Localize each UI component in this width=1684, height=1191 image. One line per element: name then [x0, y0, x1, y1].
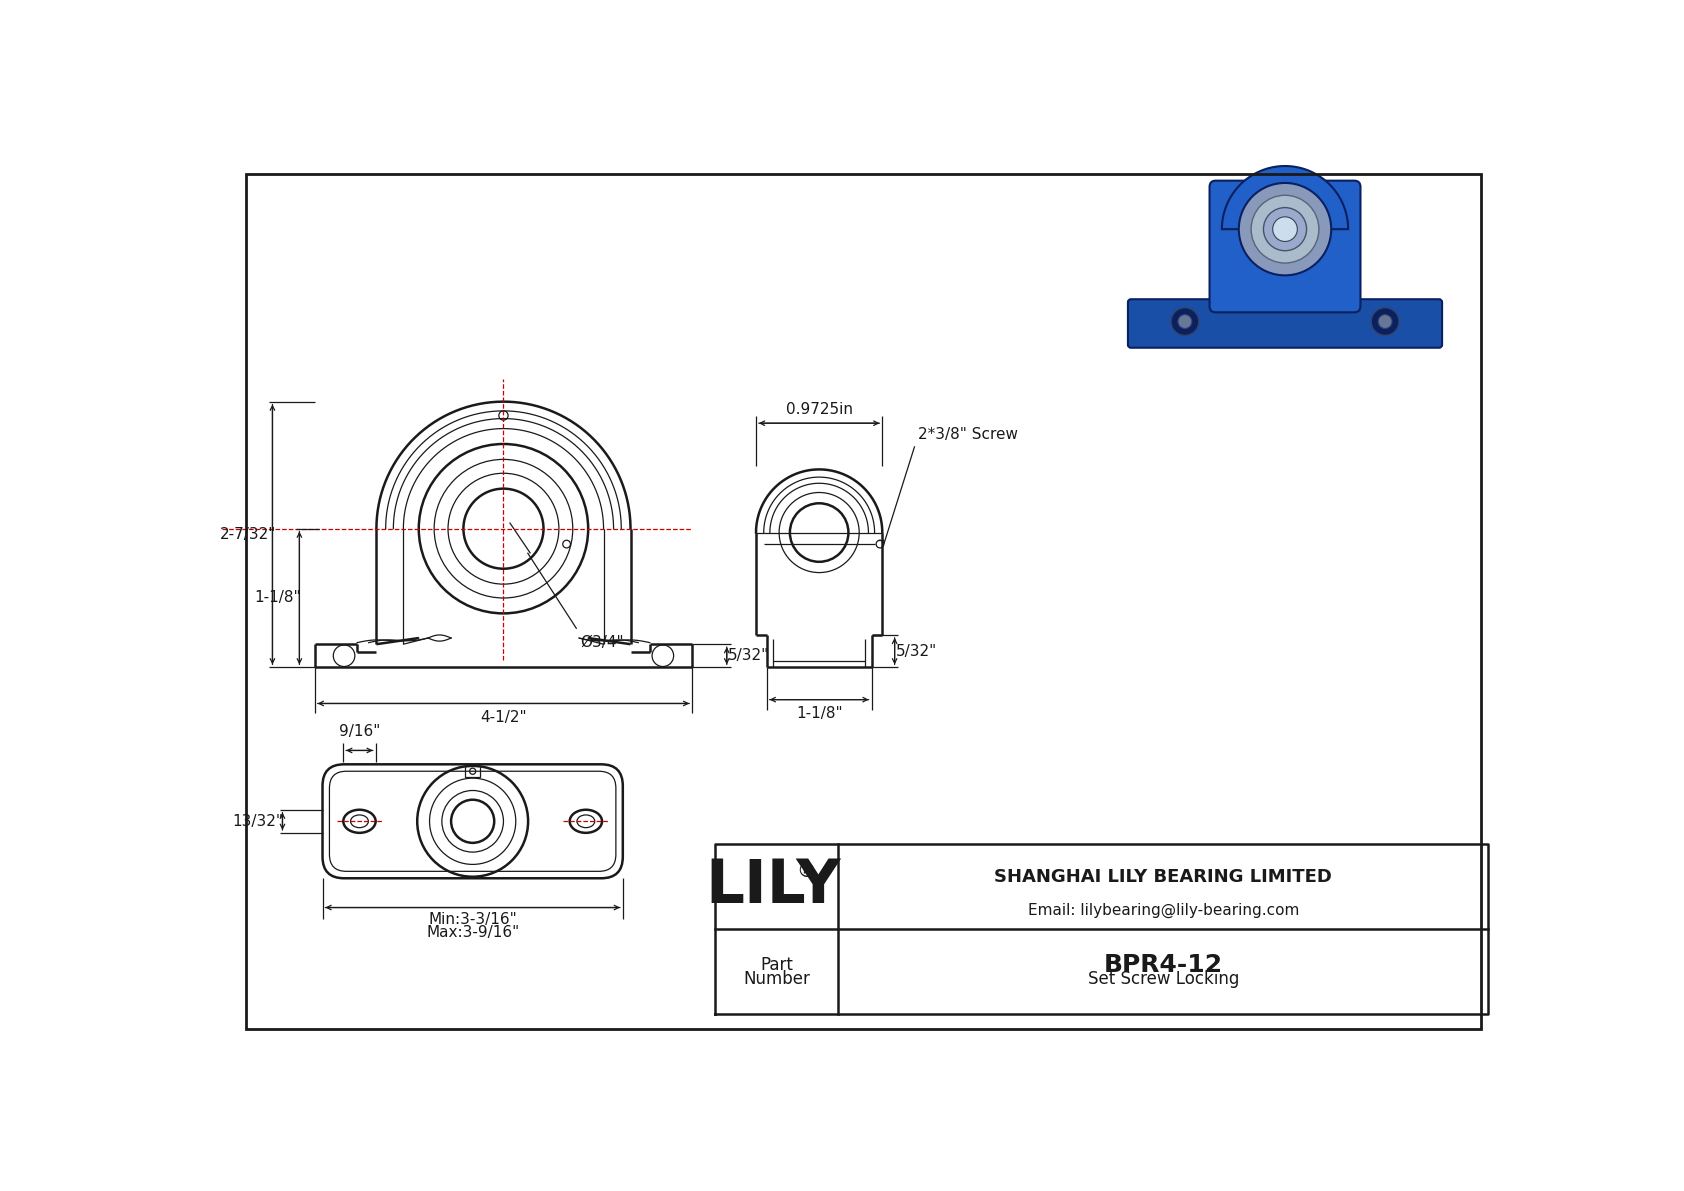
Circle shape: [1170, 307, 1199, 336]
Circle shape: [1239, 183, 1332, 275]
Text: 2*3/8" Screw: 2*3/8" Screw: [918, 428, 1019, 442]
Text: 13/32": 13/32": [232, 813, 283, 829]
Text: Max:3-9/16": Max:3-9/16": [426, 924, 519, 940]
Text: 4-1/2": 4-1/2": [480, 710, 527, 725]
Text: 5/32": 5/32": [896, 643, 936, 659]
Circle shape: [1263, 207, 1307, 251]
Circle shape: [1179, 314, 1192, 329]
Text: Set Screw Locking: Set Screw Locking: [1088, 971, 1239, 989]
Text: SHANGHAI LILY BEARING LIMITED: SHANGHAI LILY BEARING LIMITED: [995, 867, 1332, 886]
Circle shape: [1378, 314, 1393, 329]
Text: Number: Number: [743, 971, 810, 989]
Text: 0.9725in: 0.9725in: [786, 401, 852, 417]
FancyBboxPatch shape: [1128, 299, 1442, 348]
Text: 1-1/8": 1-1/8": [797, 706, 842, 721]
Text: Part: Part: [761, 956, 793, 974]
Text: 9/16": 9/16": [338, 724, 381, 740]
Circle shape: [1273, 217, 1297, 242]
Circle shape: [1251, 195, 1319, 263]
Text: Min:3-3/16": Min:3-3/16": [428, 911, 517, 927]
Text: Ø3/4": Ø3/4": [581, 635, 625, 650]
Text: BPR4-12: BPR4-12: [1103, 953, 1223, 978]
Text: LILY: LILY: [706, 858, 840, 916]
Text: 5/32": 5/32": [727, 648, 770, 663]
Text: Email: lilybearing@lily-bearing.com: Email: lilybearing@lily-bearing.com: [1027, 903, 1298, 918]
Text: ®: ®: [797, 862, 815, 881]
Text: 1-1/8": 1-1/8": [254, 591, 301, 605]
Circle shape: [1371, 307, 1399, 336]
Bar: [465, 766, 480, 777]
Polygon shape: [1223, 166, 1349, 229]
Text: 2-7/32": 2-7/32": [219, 526, 276, 542]
FancyBboxPatch shape: [1209, 181, 1361, 312]
